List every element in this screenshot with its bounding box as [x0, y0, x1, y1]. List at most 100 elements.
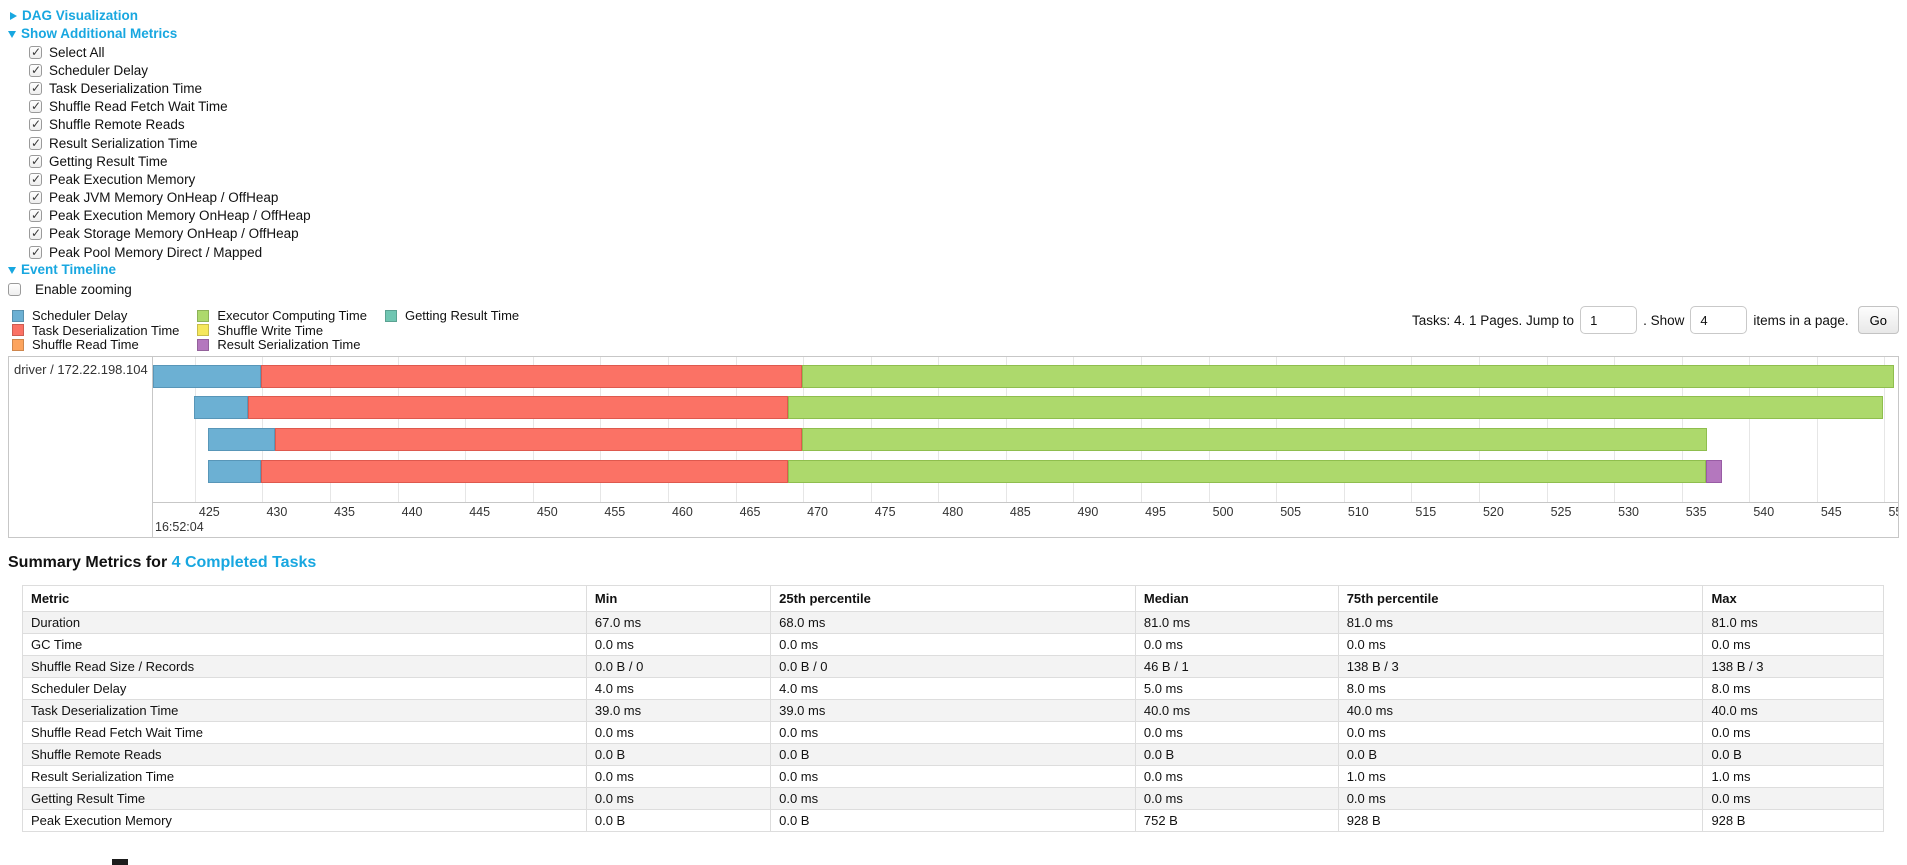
summary-table-cell: 0.0 B / 0 [585, 655, 772, 679]
summary-table-cell: 0.0 B [1337, 743, 1704, 767]
summary-header-cell: Max [1702, 585, 1884, 613]
legend-label: Getting Result Time [404, 308, 520, 323]
timeline-bar-scheduler-delay[interactable] [193, 396, 248, 420]
metric-checkbox-row[interactable]: Shuffle Read Fetch Wait Time [29, 98, 1907, 116]
metric-checkbox[interactable] [29, 136, 42, 150]
items-per-page-input[interactable] [1690, 306, 1748, 335]
summary-table-cell: 0.0 ms [585, 765, 772, 789]
timeline-legend: Scheduler Delay Task Deserialization Time… [12, 308, 537, 352]
metric-checkbox-label: Getting Result Time [49, 153, 168, 169]
summary-table-cell: Getting Result Time [22, 787, 587, 811]
summary-table-row: Peak Execution Memory 0.0 B 0.0 B 752 B 928 … [22, 809, 1884, 833]
metric-checkbox-label: Scheduler Delay [49, 62, 149, 78]
timeline-plot-area[interactable] [153, 357, 1898, 503]
summary-table-cell: 0.0 ms [585, 633, 772, 657]
metric-checkbox-row[interactable]: Peak Pool Memory Direct / Mapped [29, 243, 1907, 261]
metric-checkbox[interactable] [29, 190, 42, 205]
legend-item: Shuffle Read Time [12, 337, 179, 352]
metric-checkbox-row[interactable]: Peak Storage Memory OnHeap / OffHeap [29, 225, 1907, 243]
metric-checkbox-row[interactable]: Scheduler Delay [29, 61, 1907, 79]
timeline-bar-scheduler-delay[interactable] [153, 365, 262, 389]
event-timeline-toggle[interactable]: Event Timeline [8, 261, 1907, 278]
timeline-bar-task-deserialization[interactable] [261, 365, 802, 389]
summary-table-cell: 0.0 ms [1702, 633, 1884, 657]
metric-checkbox[interactable] [29, 117, 42, 132]
metric-checkbox[interactable] [29, 45, 42, 59]
legend-column: Scheduler Delay Task Deserialization Time… [12, 308, 179, 352]
metric-checkbox-row[interactable]: Peak JVM Memory OnHeap / OffHeap [29, 189, 1907, 207]
summary-table-row: Scheduler Delay 4.0 ms 4.0 ms 5.0 ms 8.0 ms 8… [22, 677, 1884, 701]
event-timeline-label: Event Timeline [21, 262, 117, 278]
metric-checkbox-row[interactable]: Getting Result Time [29, 152, 1907, 170]
timeline-bar-executor-computing[interactable] [801, 365, 1894, 389]
summary-table-cell: 0.0 ms [770, 787, 1136, 811]
stage-page-controls: DAG Visualization Show Additional Metric… [0, 0, 1907, 298]
show-additional-metrics-toggle[interactable]: Show Additional Metrics [8, 25, 1907, 42]
summary-table-cell: 8.0 ms [1702, 677, 1884, 701]
summary-table-cell: Shuffle Remote Reads [22, 743, 587, 767]
enable-zooming-row[interactable]: Enable zooming [8, 280, 1907, 298]
pagination-suffix: items in a page. [1753, 312, 1849, 328]
timeline-tick-label: 540 [1753, 505, 1775, 520]
metric-checkbox[interactable] [29, 208, 42, 223]
metric-checkbox-label: Peak Execution Memory [49, 171, 196, 187]
legend-swatch-task-deserialization [12, 324, 24, 336]
legend-item: Task Deserialization Time [12, 323, 179, 338]
summary-table-cell: 0.0 B [1134, 743, 1339, 767]
summary-table-cell: 928 B [1702, 809, 1884, 833]
summary-table-row: Shuffle Read Fetch Wait Time 0.0 ms 0.0 ms… [22, 721, 1884, 745]
summary-table-cell: 68.0 ms [770, 611, 1136, 635]
metric-checkbox-row[interactable]: Peak Execution Memory OnHeap / OffHeap [29, 207, 1907, 225]
timeline-tick-label: 425 [198, 505, 220, 520]
summary-table-cell: 0.0 ms [585, 787, 772, 811]
summary-header-cell: 25th percentile [770, 585, 1136, 613]
jump-to-page-input[interactable] [1580, 306, 1638, 335]
timeline-bar-executor-computing[interactable] [788, 396, 1884, 420]
metric-checkbox[interactable] [29, 81, 42, 95]
summary-table-cell: 0.0 ms [1134, 721, 1339, 745]
timeline-bar-task-deserialization[interactable] [261, 460, 789, 484]
timeline-tick-label: 520 [1482, 505, 1504, 520]
timeline-tick-label: 510 [1347, 505, 1369, 520]
summary-table-cell: 0.0 ms [1702, 787, 1884, 811]
go-button[interactable]: Go [1857, 306, 1899, 335]
metric-checkbox[interactable] [29, 245, 42, 259]
summary-table-row: GC Time 0.0 ms 0.0 ms 0.0 ms 0.0 ms 0.0 ms [22, 633, 1884, 657]
metric-checkbox-label: Task Deserialization Time [49, 80, 203, 96]
timeline-bar-task-deserialization[interactable] [247, 396, 789, 420]
completed-tasks-link[interactable]: 4 Completed Tasks [171, 554, 317, 572]
metric-checkbox-row[interactable]: Select All [29, 43, 1907, 61]
timeline-bar-task-deserialization[interactable] [274, 428, 802, 452]
enable-zooming-checkbox[interactable] [8, 282, 21, 296]
metric-checkbox[interactable] [29, 226, 42, 241]
timeline-bar-executor-computing[interactable] [801, 428, 1708, 452]
timeline-tick-label: 445 [469, 505, 491, 520]
legend-swatch-shuffle-read [12, 338, 24, 351]
timeline-tick-label: 480 [942, 505, 964, 520]
metric-checkbox-row[interactable]: Result Serialization Time [29, 134, 1907, 152]
legend-label: Shuffle Write Time [217, 322, 324, 338]
summary-table-cell: 1.0 ms [1702, 765, 1884, 789]
timeline-tick-label: 535 [1685, 505, 1707, 520]
legend-and-pagination-strip: Scheduler Delay Task Deserialization Time… [8, 306, 1899, 354]
dag-visualization-toggle[interactable]: DAG Visualization [8, 7, 1907, 24]
timeline-bar-result-serialization[interactable] [1706, 460, 1723, 484]
metric-checkbox[interactable] [29, 99, 42, 114]
metric-checkbox-row[interactable]: Shuffle Remote Reads [29, 116, 1907, 134]
metric-checkbox[interactable] [29, 63, 42, 77]
summary-table-cell: Shuffle Read Fetch Wait Time [22, 721, 587, 745]
timeline-tick-label: 485 [1009, 505, 1031, 520]
summary-header-cell: Median [1134, 585, 1339, 613]
timeline-gridline [1816, 357, 1818, 503]
metric-checkbox-row[interactable]: Task Deserialization Time [29, 79, 1907, 97]
metric-checkbox[interactable] [29, 172, 42, 186]
metric-checkbox-row[interactable]: Peak Execution Memory [29, 170, 1907, 188]
timeline-bar-scheduler-delay[interactable] [208, 428, 275, 452]
caret-down-icon [8, 31, 16, 38]
metric-checkbox-label: Peak JVM Memory OnHeap / OffHeap [49, 190, 279, 206]
timeline-bar-scheduler-delay[interactable] [208, 460, 262, 484]
summary-table-header-row: Metric Min 25th percentile Median 75th perce… [22, 585, 1884, 613]
timeline-bar-executor-computing[interactable] [788, 460, 1707, 484]
metric-checkbox[interactable] [29, 154, 42, 168]
summary-table-cell: 81.0 ms [1702, 611, 1884, 635]
